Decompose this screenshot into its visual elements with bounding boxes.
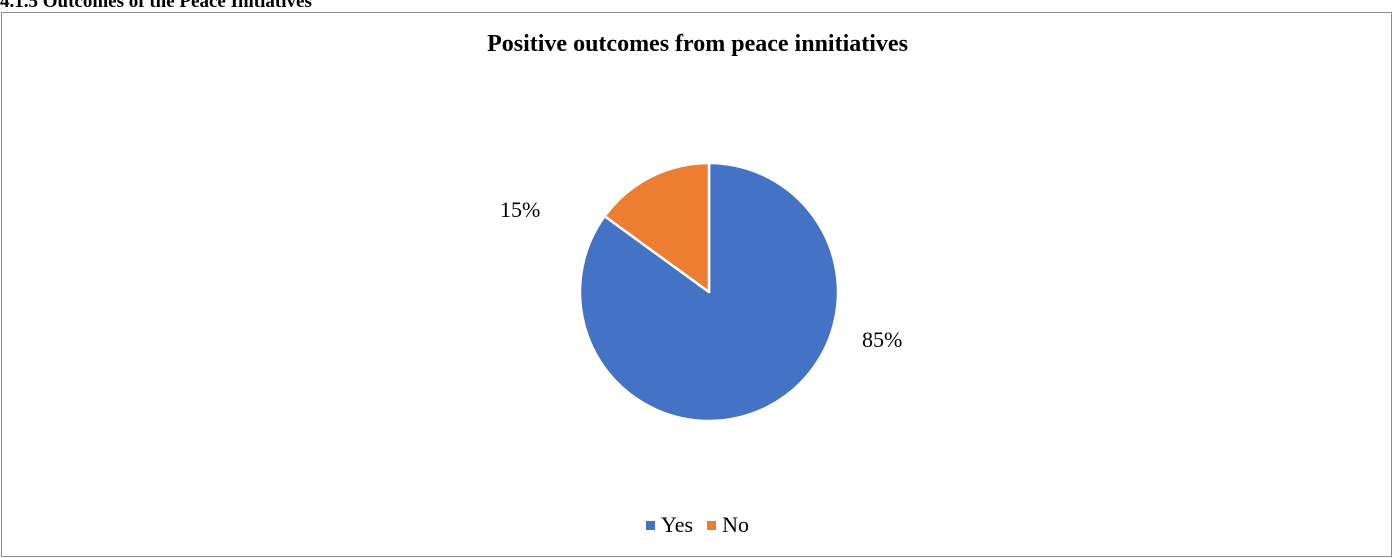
- legend-label-no: No: [722, 512, 749, 537]
- legend-label-yes: Yes: [661, 512, 694, 537]
- legend-swatch-no: [707, 520, 717, 530]
- data-label-yes: 85%: [862, 327, 903, 352]
- legend-entry-yes: Yes: [646, 513, 693, 537]
- section-heading: 4.1.5 Outcomes of the Peace Initiatives: [0, 0, 312, 12]
- pie-slice-no: [603, 161, 711, 294]
- data-label-no: 15%: [500, 197, 541, 222]
- legend-swatch-yes: [646, 520, 656, 530]
- legend: Yes No: [0, 513, 1395, 537]
- legend-entry-no: No: [707, 513, 749, 537]
- chart-title: Positive outcomes from peace innitiative…: [487, 31, 908, 57]
